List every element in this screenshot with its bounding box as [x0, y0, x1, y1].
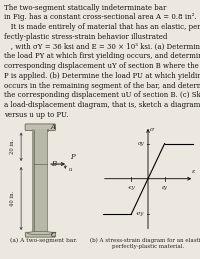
FancyBboxPatch shape: [25, 232, 55, 237]
Bar: [33, 129, 48, 131]
Text: It is made entirely of material that has an elastic, per-: It is made entirely of material that has…: [4, 23, 200, 31]
Text: ε: ε: [192, 169, 195, 174]
Text: a load-displacement diagram, that is, sketch a diagram of P: a load-displacement diagram, that is, sk…: [4, 101, 200, 109]
Text: σ: σ: [150, 127, 154, 132]
Text: B: B: [51, 160, 56, 168]
Text: The two-segment statically indeterminate bar: The two-segment statically indeterminate…: [4, 4, 166, 12]
Text: εy: εy: [162, 185, 168, 190]
Text: A: A: [51, 123, 56, 131]
Text: P: P: [70, 153, 75, 161]
Text: C: C: [51, 231, 56, 239]
Text: 40 in.: 40 in.: [10, 191, 15, 206]
Text: 20 in.: 20 in.: [10, 139, 15, 154]
Text: in Fig. has a constant cross-sectional area A = 0.8 in².: in Fig. has a constant cross-sectional a…: [4, 13, 197, 21]
FancyBboxPatch shape: [25, 124, 55, 131]
Text: corresponding displacement uY of section B where the load: corresponding displacement uY of section…: [4, 62, 200, 70]
Bar: [32, 130, 45, 164]
Text: (b) A stress-strain diagram for an elastic,
perfectly-plastic material.: (b) A stress-strain diagram for an elast…: [90, 238, 200, 249]
Bar: [34, 164, 47, 233]
Bar: [32, 164, 45, 233]
Text: versus u up to PU.: versus u up to PU.: [4, 111, 68, 119]
Text: -σy: -σy: [136, 211, 145, 217]
Bar: [34, 130, 47, 164]
Text: -εy: -εy: [128, 185, 135, 190]
Text: fectly-plastic stress-strain behavior illustrated: fectly-plastic stress-strain behavior il…: [4, 33, 167, 41]
Text: (a) A two-segment bar.: (a) A two-segment bar.: [10, 238, 78, 243]
Text: occurs in the remaining segment of the bar, and determine: occurs in the remaining segment of the b…: [4, 82, 200, 90]
Ellipse shape: [27, 232, 53, 235]
Text: P is applied. (b) Determine the load PU at which yielding: P is applied. (b) Determine the load PU …: [4, 72, 200, 80]
Text: the load PY at which first yielding occurs, and determine the: the load PY at which first yielding occu…: [4, 52, 200, 60]
Text: , with σY = 36 ksi and E = 30 × 10³ ksi. (a) Determine: , with σY = 36 ksi and E = 30 × 10³ ksi.…: [4, 42, 200, 51]
Text: u: u: [68, 167, 72, 172]
Text: the corresponding displacement uU of section B. (c) Sketch: the corresponding displacement uU of sec…: [4, 91, 200, 99]
Text: σy: σy: [138, 141, 145, 146]
